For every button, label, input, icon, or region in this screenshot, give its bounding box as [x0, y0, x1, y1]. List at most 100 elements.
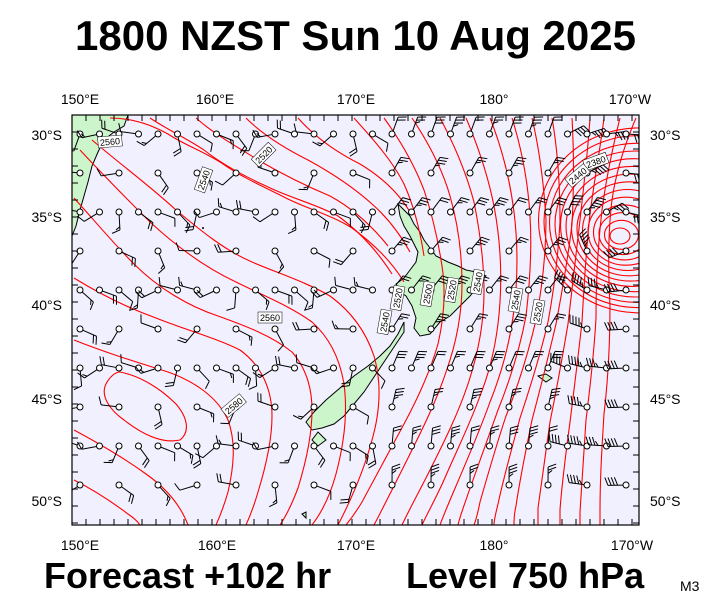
wind-barb-feather	[192, 460, 201, 466]
lon-label-top-150e: 150°E	[61, 91, 99, 107]
wind-barb-36	[349, 169, 371, 189]
wind-barb-station	[466, 130, 474, 138]
wind-barb-feather	[579, 361, 583, 367]
wind-barb-feather	[592, 358, 596, 367]
wind-barb-feather	[318, 457, 324, 466]
wind-barb-114	[571, 272, 591, 294]
lon-label-top-160e: 160°E	[196, 91, 234, 107]
wind-barb-feather	[558, 275, 568, 279]
wind-barb-station	[622, 403, 630, 411]
wind-barb-feather	[610, 438, 615, 447]
wind-barb-feather	[551, 433, 554, 443]
wind-barb-feather	[640, 216, 641, 224]
wind-barb-feather	[643, 216, 644, 224]
wind-barb-feather	[596, 167, 604, 174]
wind-barb-shaft	[392, 389, 397, 405]
wind-barb-feather	[517, 156, 527, 160]
contour-label-box	[389, 284, 406, 311]
wind-barb-33	[214, 169, 240, 186]
wind-barb-feather	[539, 197, 548, 201]
wind-barb-209	[216, 473, 240, 489]
wind-barb-station	[544, 286, 552, 294]
contour-label-box	[97, 134, 123, 149]
wind-barb-shaft	[179, 485, 195, 491]
wind-barb-station	[544, 325, 552, 333]
wind-barb-feather	[461, 197, 470, 201]
lat-label-left-35s: 35°S	[31, 209, 62, 225]
wind-barb-feather	[349, 151, 358, 157]
wind-barb-38	[427, 156, 449, 177]
wind-barb-station	[291, 364, 298, 372]
wind-barb-139	[213, 364, 234, 383]
wind-barb-feather	[579, 277, 582, 286]
wind-barb-feather	[205, 380, 210, 390]
wind-barb-64	[466, 197, 490, 216]
wind-barb-feather	[508, 466, 518, 471]
wind-barb-feather	[633, 134, 638, 143]
wind-barb-feather	[593, 202, 603, 206]
low-contour-ring-6	[576, 181, 639, 277]
wind-barb-feather	[493, 121, 499, 124]
wind-barb-shaft	[336, 446, 351, 454]
wind-barb-shaft	[79, 370, 83, 386]
lon-label-top-180: 180°	[480, 91, 509, 107]
wind-barb-shaft	[237, 136, 248, 149]
wind-barb-station	[622, 208, 630, 216]
wind-barb-feather	[218, 439, 222, 445]
wind-barb-shaft	[569, 125, 584, 134]
wind-barb-feather	[366, 415, 370, 425]
wind-barb-shaft	[101, 127, 117, 134]
wind-barb-feather	[166, 495, 169, 501]
wind-barb-station	[505, 364, 513, 372]
wind-barb-feather	[397, 161, 403, 164]
wind-barb-41	[544, 156, 566, 177]
contour-line-21	[493, 117, 561, 525]
wind-barb-127	[466, 313, 489, 333]
wind-barb-54	[252, 208, 279, 223]
wind-barb-feather	[513, 164, 519, 167]
wind-barb-feather	[431, 431, 441, 435]
wind-barb-211	[310, 481, 332, 500]
wind-barb-feather	[440, 239, 449, 243]
wind-barb-feather	[210, 412, 213, 418]
wind-barb-feather	[604, 399, 609, 408]
wind-barb-51	[193, 208, 220, 219]
wind-barb-station	[486, 208, 493, 216]
wind-barb-feather	[401, 313, 411, 316]
wind-barb-feather	[519, 275, 529, 279]
wind-barb-feather	[400, 156, 410, 160]
wind-barb-station	[174, 364, 181, 372]
wind-barb-station	[271, 442, 279, 450]
wind-barb-167	[292, 403, 318, 420]
contour-label-box	[507, 286, 524, 313]
wind-barb-188	[310, 442, 326, 468]
wind-barb-station	[544, 442, 552, 450]
wind-barb-feather	[517, 199, 527, 204]
wind-barb-196	[466, 425, 480, 450]
wind-barb-shaft	[72, 209, 78, 212]
wind-barb-station	[369, 286, 376, 294]
wind-barb-14	[348, 130, 358, 157]
wind-barb-station	[193, 130, 201, 138]
wind-barb-feather	[570, 395, 573, 405]
wind-barb-feather	[571, 355, 574, 365]
wind-barb-shaft	[199, 135, 213, 144]
wind-barb-feather	[179, 337, 188, 341]
wind-barb-feather	[142, 457, 148, 466]
wind-barb-shaft	[549, 441, 565, 446]
wind-barb-feather	[414, 358, 420, 361]
wind-barb-station	[232, 208, 240, 216]
wind-barb-feather	[229, 373, 233, 379]
wind-barb-shaft	[172, 370, 178, 386]
contour-line-16	[401, 117, 485, 525]
wind-barb-24	[544, 116, 563, 138]
wind-barb-feather	[610, 477, 615, 486]
wind-barb-feather	[469, 466, 479, 471]
wind-barb-feather	[508, 469, 518, 474]
wind-barb-feather	[172, 148, 181, 154]
wind-barb-station	[96, 208, 103, 216]
wind-barb-shaft	[257, 400, 273, 407]
wind-barb-174	[567, 395, 591, 411]
wind-barb-shaft	[219, 368, 234, 375]
wind-barb-station	[408, 442, 415, 450]
